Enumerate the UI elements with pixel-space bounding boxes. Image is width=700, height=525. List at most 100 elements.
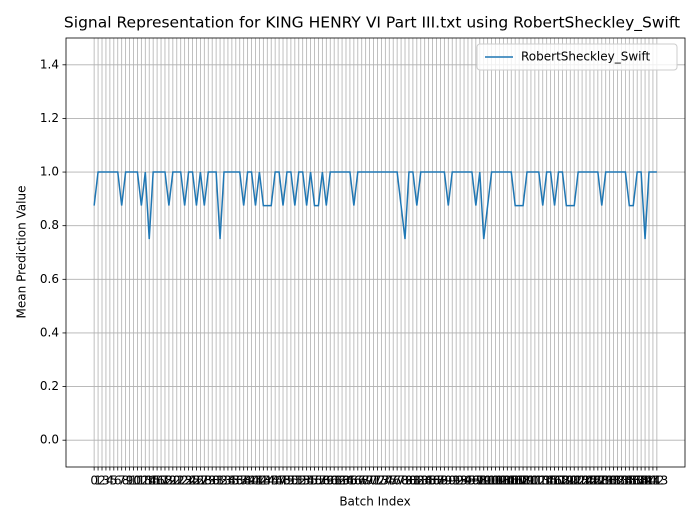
x-tick-label: 17 [153, 474, 168, 488]
x-tick-label: 24 [181, 474, 196, 488]
y-tick-label: 0.8 [40, 218, 59, 232]
x-tick-label: 84 [417, 474, 432, 488]
x-tick-label: 68 [354, 474, 369, 488]
x-tick-label: 46 [268, 474, 283, 488]
x-tick-label: 13 [138, 474, 153, 488]
y-tick-label: 0.6 [40, 272, 59, 286]
x-tick-label: 11 [130, 474, 145, 488]
x-tick-label: 90 [441, 474, 456, 488]
legend-box [476, 43, 678, 71]
x-tick-label: 131 [598, 474, 621, 488]
x-tick-label: 28 [197, 474, 212, 488]
x-tick-label: 112 [523, 474, 546, 488]
x-tick-label: 20 [165, 474, 180, 488]
x-tick-label: 25 [185, 474, 200, 488]
x-tick-label: 63 [334, 474, 349, 488]
x-tick-label: 136 [618, 474, 641, 488]
x-tick-label: 30 [205, 474, 220, 488]
x-tick-label: 4 [106, 474, 114, 488]
x-tick-label: 16 [149, 474, 164, 488]
x-tick-label: 140 [634, 474, 657, 488]
x-tick-label: 45 [264, 474, 279, 488]
x-tick-label: 58 [315, 474, 330, 488]
x-tick-label: 138 [626, 474, 649, 488]
x-tick-label: 91 [445, 474, 460, 488]
x-tick-label: 129 [590, 474, 613, 488]
x-tick-label: 139 [630, 474, 653, 488]
x-tick-label: 105 [496, 474, 519, 488]
x-tick-label: 50 [283, 474, 298, 488]
x-tick-label: 39 [240, 474, 255, 488]
x-tick-label: 55 [303, 474, 318, 488]
x-tick-label: 81 [405, 474, 420, 488]
x-tick-label: 26 [189, 474, 204, 488]
x-tick-label: 121 [559, 474, 582, 488]
x-tick-label: 86 [425, 474, 440, 488]
x-tick-label: 61 [327, 474, 342, 488]
x-tick-label: 71 [366, 474, 381, 488]
x-tick-label: 37 [232, 474, 247, 488]
x-tick-label: 2 [98, 474, 106, 488]
x-tick-label: 117 [543, 474, 566, 488]
x-tick-label: 108 [508, 474, 531, 488]
x-tick-label: 141 [638, 474, 661, 488]
x-tick-label: 103 [488, 474, 511, 488]
x-tick-label: 106 [500, 474, 523, 488]
y-tick-label: 1.2 [40, 111, 59, 125]
x-tick-label: 27 [193, 474, 208, 488]
x-tick-label: 49 [279, 474, 294, 488]
legend-label: RobertSheckley_Swift [521, 50, 651, 64]
x-tick-label: 111 [519, 474, 542, 488]
y-tick-label: 0.0 [40, 433, 59, 447]
x-tick-label: 119 [551, 474, 574, 488]
x-tick-label: 15 [146, 474, 161, 488]
y-tick-label: 1.0 [40, 165, 59, 179]
x-tick-label: 76 [386, 474, 401, 488]
x-tick-label: 48 [275, 474, 290, 488]
x-tick-label: 94 [456, 474, 471, 488]
x-tick-label: 10 [126, 474, 141, 488]
x-tick-label: 130 [594, 474, 617, 488]
x-tick-label: 43 [256, 474, 271, 488]
x-tick-label: 122 [563, 474, 586, 488]
chart-title: Signal Representation for KING HENRY VI … [64, 14, 680, 33]
x-tick-label: 115 [535, 474, 558, 488]
x-tick-label: 93 [452, 474, 467, 488]
x-tick-label: 67 [350, 474, 365, 488]
x-tick-label: 59 [319, 474, 334, 488]
x-tick-label: 134 [610, 474, 633, 488]
x-tick-label: 78 [393, 474, 408, 488]
x-tick-label: 96 [464, 474, 479, 488]
x-tick-label: 118 [547, 474, 570, 488]
x-tick-label: 98 [472, 474, 487, 488]
x-tick-label: 127 [582, 474, 605, 488]
x-tick-label: 57 [311, 474, 326, 488]
x-tick-label: 83 [413, 474, 428, 488]
x-axis-label: Batch Index [339, 495, 410, 509]
x-tick-label: 5 [110, 474, 118, 488]
x-tick-label: 142 [641, 474, 664, 488]
x-tick-label: 125 [575, 474, 598, 488]
x-tick-label: 95 [460, 474, 475, 488]
x-tick-label: 87 [429, 474, 444, 488]
x-tick-label: 22 [173, 474, 188, 488]
x-tick-label: 99 [476, 474, 491, 488]
x-tick-label: 89 [437, 474, 452, 488]
x-tick-label: 60 [323, 474, 338, 488]
x-tick-label: 82 [409, 474, 424, 488]
plot-frame [65, 37, 686, 468]
x-tick-label: 120 [555, 474, 578, 488]
x-tick-label: 101 [480, 474, 503, 488]
x-tick-label: 107 [504, 474, 527, 488]
x-tick-label: 6 [114, 474, 122, 488]
x-tick-label: 133 [606, 474, 629, 488]
x-tick-label: 80 [401, 474, 416, 488]
x-tick-label: 1 [94, 474, 102, 488]
x-tick-label: 143 [645, 474, 668, 488]
x-tick-label: 3 [102, 474, 110, 488]
x-tick-label: 73 [374, 474, 389, 488]
x-tick-label: 92 [449, 474, 464, 488]
x-tick-label: 53 [295, 474, 310, 488]
x-tick-label: 62 [330, 474, 345, 488]
